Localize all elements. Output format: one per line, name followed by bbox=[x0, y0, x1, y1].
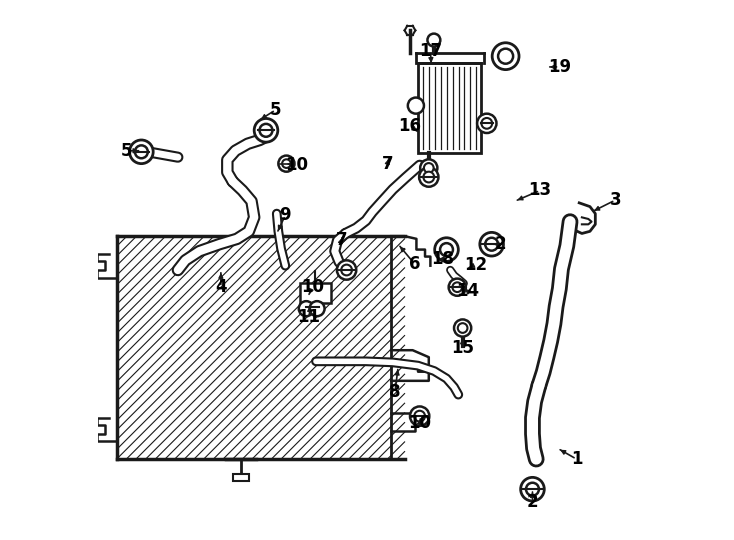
Text: 11: 11 bbox=[297, 308, 321, 326]
Circle shape bbox=[480, 232, 504, 256]
Circle shape bbox=[458, 323, 468, 333]
Circle shape bbox=[341, 265, 352, 275]
Bar bbox=[117, 236, 404, 459]
Text: 10: 10 bbox=[408, 414, 431, 432]
Circle shape bbox=[498, 49, 513, 64]
Text: 4: 4 bbox=[215, 278, 227, 296]
Circle shape bbox=[408, 98, 424, 113]
Circle shape bbox=[410, 407, 429, 426]
Circle shape bbox=[452, 282, 462, 292]
Circle shape bbox=[424, 172, 434, 183]
Circle shape bbox=[448, 279, 466, 296]
Text: 13: 13 bbox=[528, 181, 551, 199]
Circle shape bbox=[419, 167, 438, 187]
Circle shape bbox=[427, 33, 440, 46]
Circle shape bbox=[520, 477, 545, 501]
Circle shape bbox=[337, 260, 356, 280]
Circle shape bbox=[420, 159, 437, 177]
Circle shape bbox=[485, 238, 498, 251]
Text: 17: 17 bbox=[419, 42, 442, 60]
Circle shape bbox=[254, 118, 278, 142]
Bar bbox=[300, 283, 331, 303]
Text: 18: 18 bbox=[431, 250, 454, 268]
Text: 7: 7 bbox=[382, 154, 393, 173]
Circle shape bbox=[414, 411, 425, 422]
Text: 3: 3 bbox=[609, 191, 621, 209]
Circle shape bbox=[482, 118, 493, 129]
Circle shape bbox=[526, 483, 539, 496]
Bar bbox=[233, 474, 249, 481]
Text: 15: 15 bbox=[451, 339, 474, 357]
Circle shape bbox=[454, 320, 471, 336]
Circle shape bbox=[299, 301, 314, 316]
Circle shape bbox=[282, 159, 291, 168]
Text: 10: 10 bbox=[286, 156, 309, 174]
Circle shape bbox=[278, 156, 294, 172]
Circle shape bbox=[477, 113, 496, 133]
Text: 14: 14 bbox=[457, 282, 479, 300]
Text: 16: 16 bbox=[399, 117, 421, 135]
Text: 19: 19 bbox=[548, 58, 571, 76]
Circle shape bbox=[440, 243, 453, 256]
Bar bbox=[117, 236, 404, 459]
Circle shape bbox=[310, 301, 324, 316]
Circle shape bbox=[424, 163, 434, 173]
Text: 5: 5 bbox=[270, 101, 281, 119]
Text: 8: 8 bbox=[389, 383, 401, 401]
Text: 9: 9 bbox=[280, 206, 291, 224]
Text: 10: 10 bbox=[301, 278, 324, 296]
Text: 5: 5 bbox=[120, 141, 132, 160]
Circle shape bbox=[135, 145, 148, 158]
Circle shape bbox=[129, 140, 153, 164]
Circle shape bbox=[493, 43, 519, 70]
Text: 1: 1 bbox=[571, 450, 582, 468]
Text: 7: 7 bbox=[335, 232, 347, 249]
Text: 12: 12 bbox=[464, 255, 487, 274]
Text: 2: 2 bbox=[527, 493, 538, 511]
Circle shape bbox=[435, 238, 458, 261]
Bar bbox=[418, 63, 482, 153]
Text: 2: 2 bbox=[495, 235, 506, 253]
Text: 6: 6 bbox=[409, 254, 420, 273]
Circle shape bbox=[260, 124, 272, 137]
